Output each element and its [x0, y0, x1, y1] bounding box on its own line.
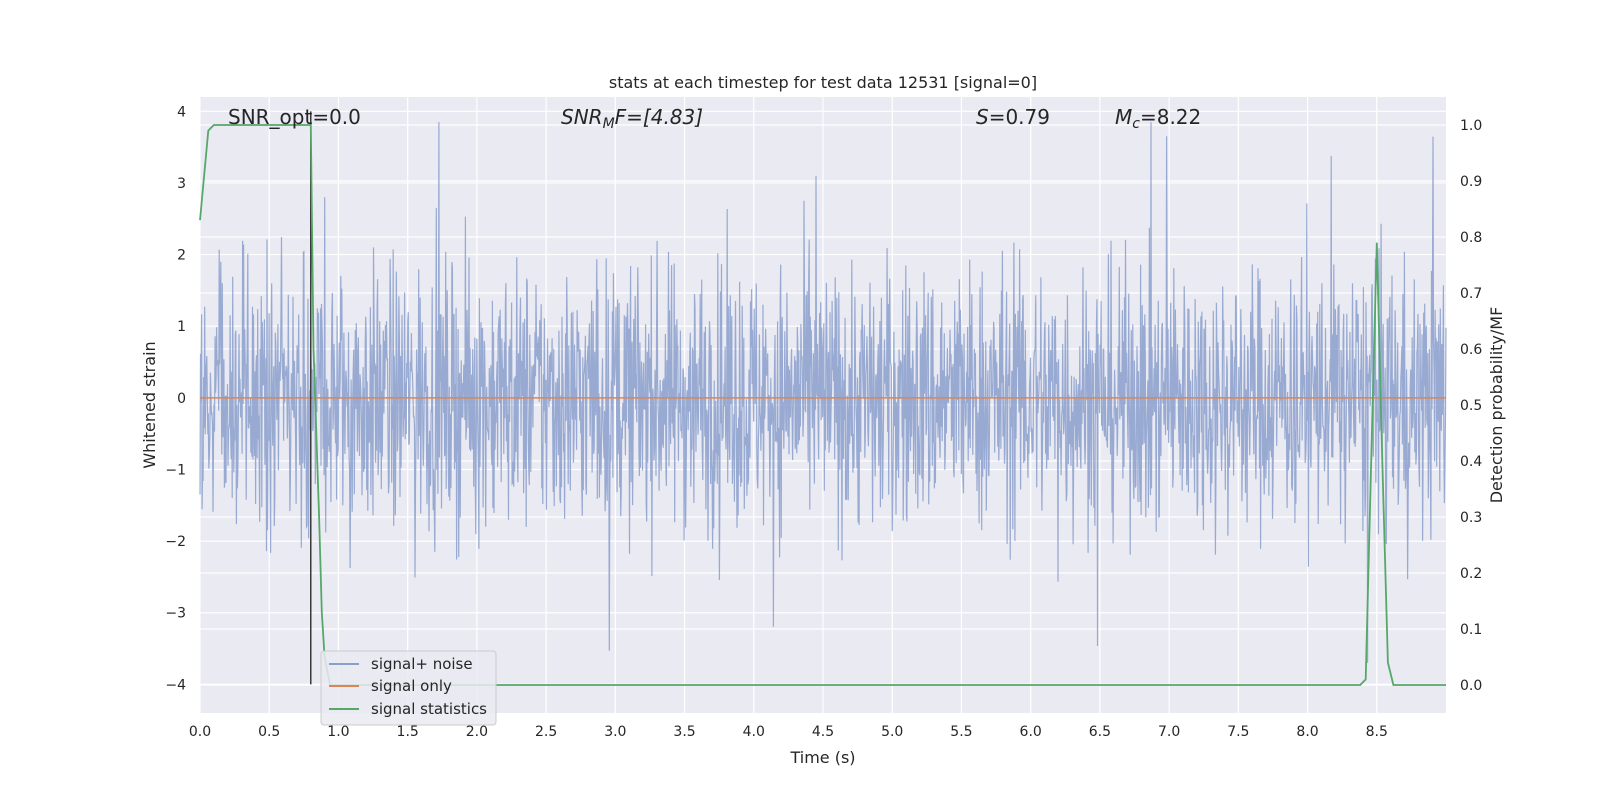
x-tick-15: 7.5 [1227, 724, 1249, 740]
y-right-axis-label: Detection probability/MF [1487, 307, 1506, 504]
y-right-tick-8: 0.2 [1460, 566, 1482, 582]
x-tick-0: 0.0 [189, 724, 211, 740]
x-tick-17: 8.5 [1366, 724, 1388, 740]
y-left-tick-4: 0 [177, 391, 186, 407]
annotation-mc: Mc=8.22 [1115, 105, 1201, 132]
x-tick-14: 7.0 [1158, 724, 1180, 740]
annotation-snr-opt: SNR_opt=0.0 [228, 105, 361, 129]
noise-trace [199, 122, 1447, 663]
annotation-snr-mf: SNRMF=[4.83] [561, 105, 703, 132]
y-left-tick-8: −4 [165, 677, 186, 693]
x-tick-13: 6.5 [1089, 724, 1111, 740]
y-left-tick-3: 1 [177, 319, 186, 335]
snr-mf-sub: M [603, 116, 615, 132]
x-tick-5: 2.5 [535, 724, 557, 740]
mc-main: M [1115, 105, 1132, 129]
x-tick-12: 6.0 [1020, 724, 1042, 740]
legend-box [320, 650, 497, 726]
x-tick-3: 1.5 [397, 724, 419, 740]
y-left-tick-1: 3 [177, 176, 186, 192]
legend-label-signal-only: signal only [371, 677, 452, 695]
mc-sub: c [1132, 116, 1140, 132]
legend-label-signal-statistics: signal statistics [371, 700, 487, 718]
y-right-tick-6: 0.4 [1460, 454, 1482, 470]
y-right-tick-4: 0.6 [1460, 342, 1482, 358]
y-right-tick-0: 1.0 [1460, 118, 1482, 134]
x-tick-2: 1.0 [327, 724, 349, 740]
y-right-tick-7: 0.3 [1460, 510, 1482, 526]
x-tick-11: 5.5 [950, 724, 972, 740]
y-right-tick-2: 0.8 [1460, 230, 1482, 246]
legend: signal+ noise signal only signal statist… [320, 650, 497, 726]
x-tick-9: 4.5 [812, 724, 834, 740]
y-left-tick-labels: 4 3 2 1 0 −1 −2 −3 −4 [165, 104, 186, 693]
x-tick-1: 0.5 [258, 724, 280, 740]
annotation-s: S=0.79 [976, 105, 1050, 129]
x-tick-16: 8.0 [1296, 724, 1318, 740]
x-tick-10: 5.0 [881, 724, 903, 740]
series-signal-plus-noise [199, 122, 1447, 663]
y-right-tick-5: 0.5 [1460, 398, 1482, 414]
x-tick-6: 3.0 [604, 724, 626, 740]
y-right-tick-1: 0.9 [1460, 174, 1482, 190]
y-left-tick-0: 4 [177, 104, 186, 120]
x-tick-7: 3.5 [673, 724, 695, 740]
y-right-tick-9: 0.1 [1460, 622, 1482, 638]
legend-label-signal-plus-noise: signal+ noise [371, 655, 473, 673]
mc-rest: =8.22 [1140, 105, 1201, 129]
y-left-tick-6: −2 [165, 534, 186, 550]
y-left-tick-2: 2 [177, 248, 186, 264]
y-right-tick-10: 0.0 [1460, 678, 1482, 694]
x-tick-8: 4.0 [743, 724, 765, 740]
x-tick-labels: 0.0 0.5 1.0 1.5 2.0 2.5 3.0 3.5 4.0 4.5 5.0 5.5 6.0 6… [189, 724, 1388, 740]
y-left-tick-7: −3 [165, 606, 186, 622]
x-axis-label: Time (s) [789, 748, 855, 767]
x-tick-4: 2.0 [466, 724, 488, 740]
snr-mf-rest: F=[4.83] [615, 105, 703, 129]
y-left-axis-label: Whitened strain [140, 341, 159, 468]
s-rest: =0.79 [989, 105, 1050, 129]
y-right-tick-3: 0.7 [1460, 286, 1482, 302]
s-main: S [976, 105, 989, 129]
chart-title: stats at each timestep for test data 125… [609, 73, 1037, 92]
y-right-tick-labels: 1.0 0.9 0.8 0.7 0.6 0.5 0.4 0.3 0.2 0.1 0.0 [1460, 118, 1482, 694]
y-left-tick-5: −1 [165, 462, 186, 478]
snr-mf-main: SNR [561, 105, 603, 129]
